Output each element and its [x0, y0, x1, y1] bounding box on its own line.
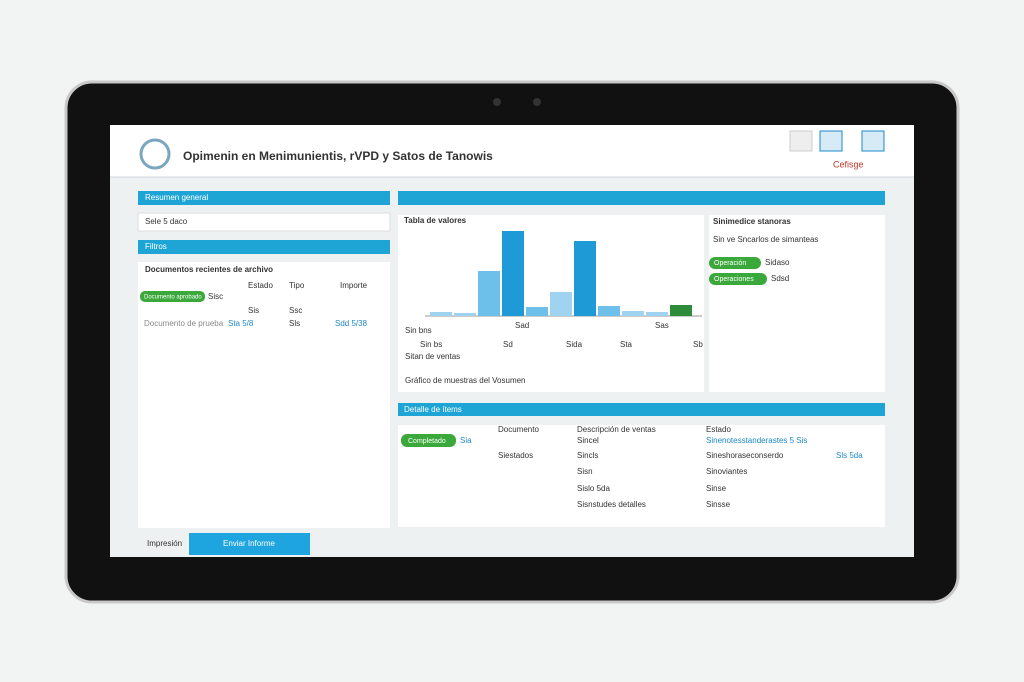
bar: [526, 307, 548, 316]
bar: [622, 311, 644, 316]
panel-title: Detalle de ítems: [404, 405, 462, 414]
table-title: Documentos recientes de archivo: [145, 265, 273, 274]
icon[interactable]: [819, 130, 843, 152]
cell: Sinenotesstanderastes 5 Sis: [706, 436, 807, 445]
cell: Sd: [503, 340, 513, 349]
cell: Siestados: [498, 451, 533, 460]
bar: [670, 305, 692, 316]
cell: Sisc: [208, 292, 223, 301]
text: Sin ve Sncarlos de simanteas: [713, 235, 818, 244]
bar: [454, 313, 476, 316]
icon[interactable]: [861, 130, 885, 152]
bar: [598, 306, 620, 316]
cell: Sb: [693, 340, 703, 349]
cell: Ssc: [289, 306, 302, 315]
cell: Sia: [460, 436, 472, 445]
bar: [430, 312, 452, 316]
cell: Sineshoraseconserdo: [706, 451, 784, 460]
cell: Sisnstudes detalles: [577, 500, 646, 509]
cell: Sincls: [577, 451, 598, 460]
column-header: Documento: [498, 425, 539, 434]
icon[interactable]: [789, 130, 813, 152]
bar: [478, 271, 500, 316]
cell: Sinsse: [706, 500, 731, 509]
badge: [709, 257, 761, 269]
cell: Sinoviantes: [706, 467, 747, 476]
text: Sdsd: [771, 274, 789, 283]
panel-title: Resumen general: [145, 193, 208, 202]
column-header: Estado: [248, 281, 273, 290]
camera: [533, 98, 541, 106]
cell: Sida: [566, 340, 583, 349]
cell: Sdd 5/38: [335, 319, 368, 328]
cell: Sls 5da: [836, 451, 863, 460]
print-link[interactable]: Impresión: [147, 539, 182, 548]
app-title: Opimenin en Menimunientis, rVPD y Satos …: [183, 149, 493, 163]
cell: Sta: [620, 340, 633, 349]
badge: [401, 434, 456, 447]
logo: [139, 138, 171, 170]
camera: [493, 98, 501, 106]
cell: Documento de prueba: [144, 319, 224, 328]
column-header: Tipo: [289, 281, 305, 290]
cell: Sta 5/8: [228, 319, 254, 328]
cell: Sincel: [577, 436, 599, 445]
bar: [646, 312, 668, 316]
panel-header: [138, 240, 390, 254]
table: [398, 425, 885, 527]
bar: [502, 231, 524, 316]
column-header: Estado: [706, 425, 731, 434]
button-text: Enviar Informe: [223, 539, 276, 548]
text: Sidaso: [765, 258, 790, 267]
x-label: Sad: [515, 321, 529, 330]
cell: Sls: [289, 319, 300, 328]
panel: [138, 262, 390, 528]
bar: [550, 292, 572, 316]
cell: Sin bs: [420, 340, 442, 349]
search-box[interactable]: [137, 212, 391, 232]
chart-footer: Gráfico de muestras del Vosumen: [405, 376, 526, 385]
panel-header: [138, 191, 390, 205]
panel-title: Filtros: [145, 242, 167, 251]
cell: Sisn: [577, 467, 593, 476]
badge-text: Completado: [408, 438, 446, 445]
x-label: Sas: [655, 321, 669, 330]
chart-title: Tabla de valores: [404, 216, 467, 225]
panel-title: Sinimedice stanoras: [713, 217, 791, 226]
bar: [574, 241, 596, 316]
column-header: Importe: [340, 281, 368, 290]
header: [110, 125, 914, 177]
cell: Sislo 5da: [577, 484, 610, 493]
panel-header: [398, 403, 885, 416]
cell: Sinse: [706, 484, 727, 493]
user-link[interactable]: Cefisge: [833, 159, 864, 169]
panel: [709, 215, 885, 392]
badge-text: Operaciones: [714, 276, 754, 283]
badge: [709, 273, 767, 285]
button[interactable]: [189, 533, 310, 555]
panel-header: [398, 191, 885, 205]
badge-text: Documento aprobado: [144, 295, 202, 301]
column-header: Descripción de ventas: [577, 425, 656, 434]
badge-text: Operación: [714, 260, 746, 267]
badge: [140, 291, 205, 302]
search-text: Sele 5 daco: [145, 217, 188, 226]
cell: Sis: [248, 306, 259, 315]
chart-subtitle: Sitan de ventas: [405, 352, 460, 361]
legend: Sin bns: [405, 326, 432, 335]
